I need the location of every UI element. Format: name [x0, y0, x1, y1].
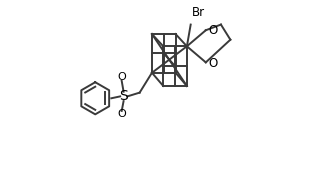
Text: O: O	[117, 73, 126, 82]
Text: O: O	[209, 57, 218, 70]
Text: O: O	[117, 109, 126, 119]
Text: S: S	[119, 89, 128, 103]
Text: O: O	[209, 24, 218, 37]
Text: Br: Br	[192, 6, 205, 19]
